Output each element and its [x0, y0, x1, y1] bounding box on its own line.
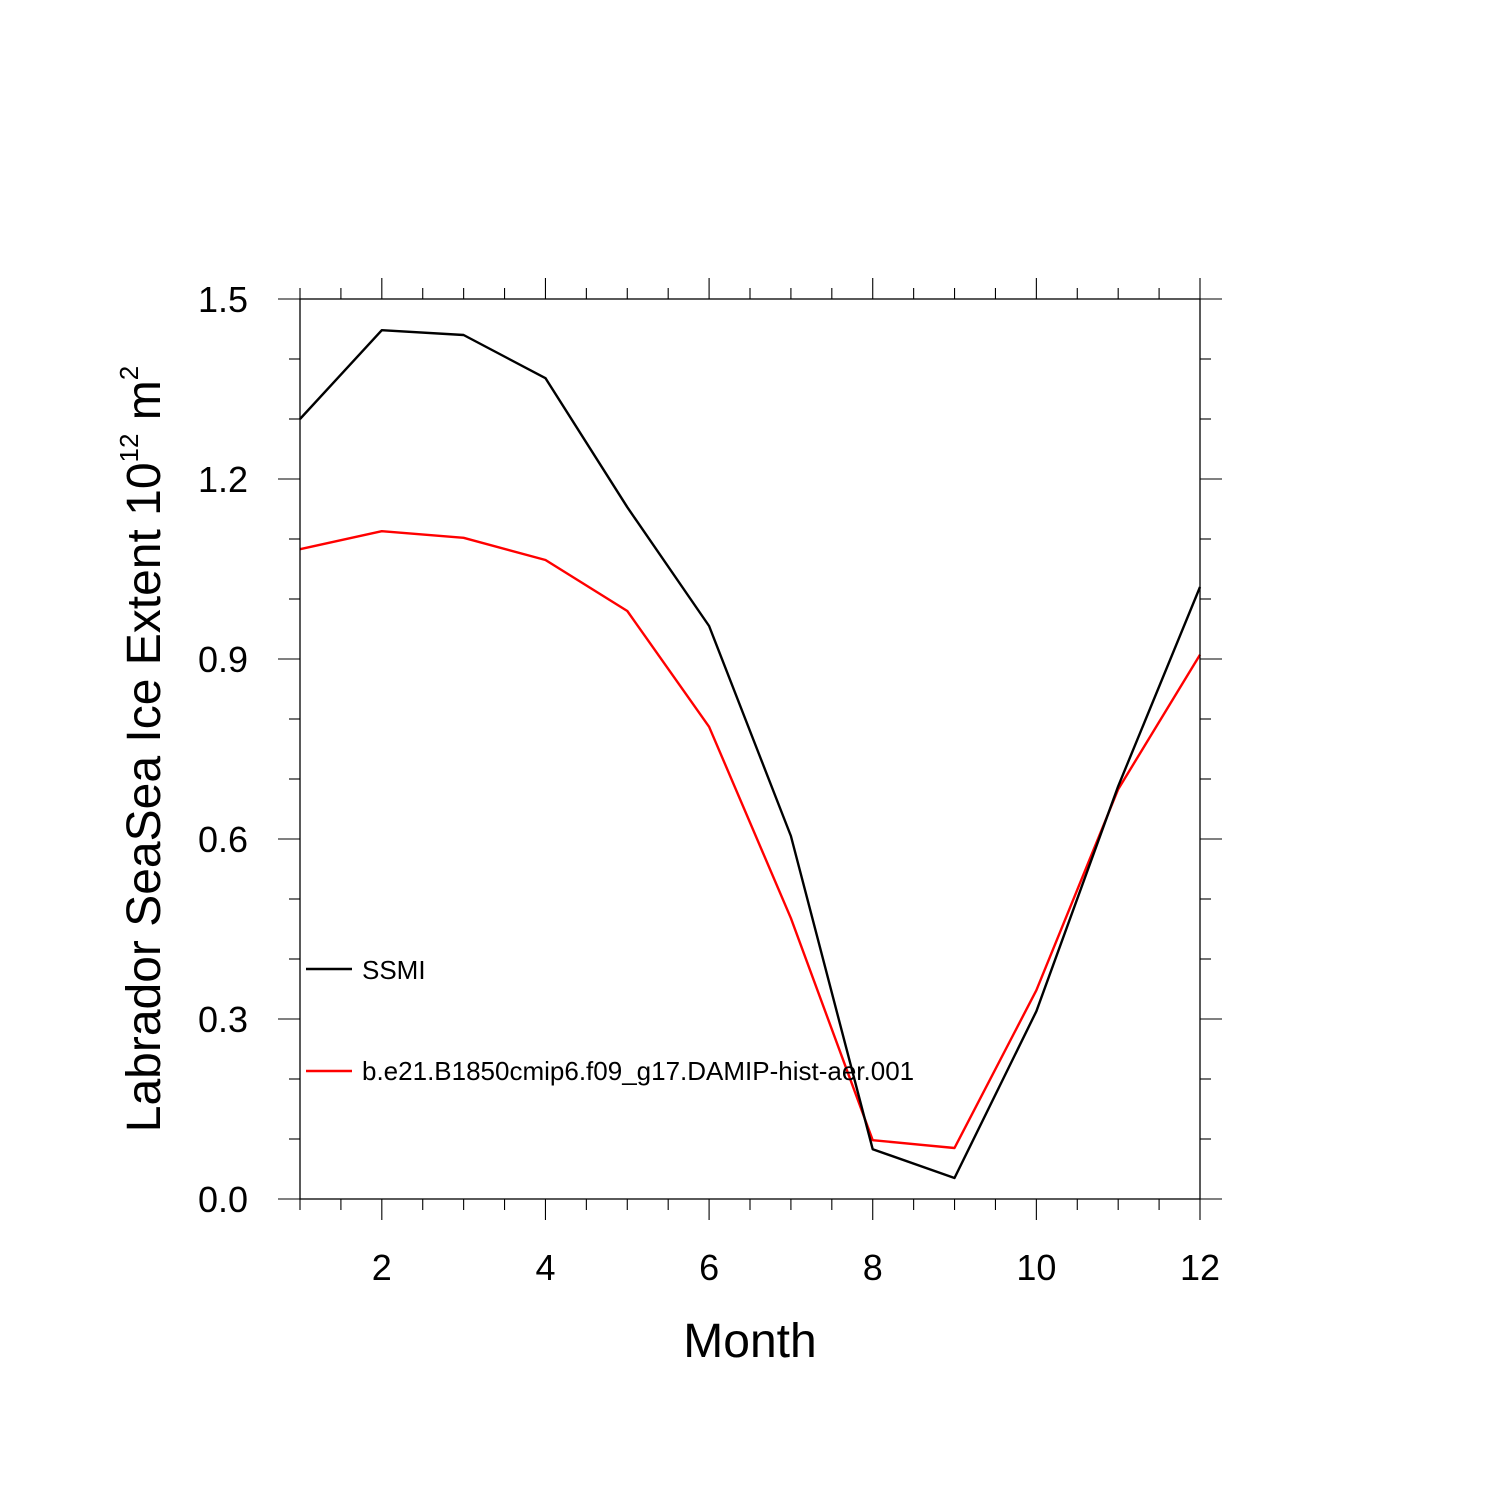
- y-tick-label: 0.0: [198, 1179, 248, 1220]
- x-axis-title: Month: [683, 1315, 816, 1368]
- y-tick-label: 0.9: [198, 639, 248, 680]
- legend: SSMI b.e21.B1850cmip6.f09_g17.DAMIP-hist…: [306, 955, 914, 1086]
- legend-label-model: b.e21.B1850cmip6.f09_g17.DAMIP-hist-aer.…: [362, 1056, 914, 1086]
- y-axis-title-exponent: 12: [114, 434, 144, 463]
- y-tick-label: 1.5: [198, 279, 248, 320]
- data-series: [299, 329, 1202, 1180]
- y-axis-title-unit: m: [118, 380, 171, 420]
- x-tick-label: 8: [863, 1247, 883, 1288]
- y-axis-title-unit-exponent: 2: [114, 366, 144, 380]
- x-tick-label: 6: [699, 1247, 719, 1288]
- x-tick-labels: 2 4 6 8 10 12: [372, 1247, 1220, 1288]
- y-tick-label: 0.3: [198, 999, 248, 1040]
- series-line-model: [299, 530, 1202, 1150]
- y-tick-label: 0.6: [198, 819, 248, 860]
- legend-label-ssmi: SSMI: [362, 955, 426, 985]
- y-axis-title-main: Labrador SeaSea Ice Extent 10: [118, 462, 171, 1132]
- axis-ticks: [278, 278, 1222, 1220]
- x-tick-label: 12: [1180, 1247, 1220, 1288]
- x-tick-label: 4: [535, 1247, 555, 1288]
- y-tick-label: 1.2: [198, 459, 248, 500]
- x-tick-label: 2: [372, 1247, 392, 1288]
- series-line-ssmi: [299, 329, 1202, 1180]
- y-tick-labels: 0.0 0.3 0.6 0.9 1.2 1.5: [198, 279, 248, 1220]
- x-tick-label: 10: [1016, 1247, 1056, 1288]
- y-axis-title: Labrador SeaSea Ice Extent 1012 m2: [114, 366, 171, 1133]
- plot-frame: [299, 298, 1201, 1200]
